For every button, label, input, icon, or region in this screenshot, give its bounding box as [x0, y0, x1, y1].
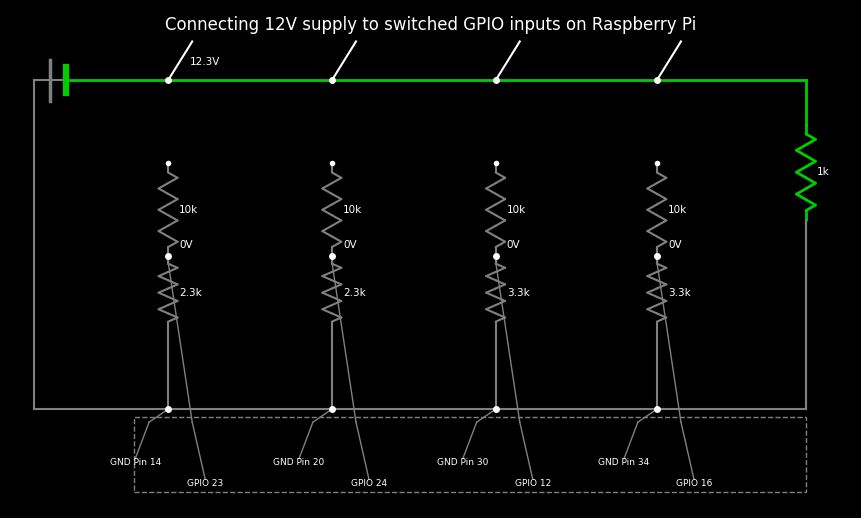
Text: GND Pin 20: GND Pin 20	[273, 458, 325, 467]
Text: 0V: 0V	[179, 240, 193, 250]
Text: GND Pin 30: GND Pin 30	[437, 458, 488, 467]
Text: 0V: 0V	[506, 240, 520, 250]
Text: 10k: 10k	[343, 205, 362, 215]
Text: GPIO 16: GPIO 16	[675, 479, 711, 488]
Text: 10k: 10k	[179, 205, 198, 215]
Text: GND Pin 14: GND Pin 14	[109, 458, 161, 467]
Text: GPIO 12: GPIO 12	[514, 479, 550, 488]
Text: 2.3k: 2.3k	[179, 287, 201, 298]
Text: 3.3k: 3.3k	[667, 287, 690, 298]
Text: 0V: 0V	[343, 240, 356, 250]
Text: 12.3V: 12.3V	[189, 57, 220, 67]
Text: GPIO 23: GPIO 23	[187, 479, 223, 488]
Text: 0V: 0V	[667, 240, 681, 250]
Text: 3.3k: 3.3k	[506, 287, 529, 298]
Text: Connecting 12V supply to switched GPIO inputs on Raspberry Pi: Connecting 12V supply to switched GPIO i…	[165, 16, 696, 34]
Text: 10k: 10k	[506, 205, 525, 215]
Text: 2.3k: 2.3k	[343, 287, 365, 298]
Text: GND Pin 34: GND Pin 34	[598, 458, 649, 467]
Text: 1k: 1k	[815, 167, 828, 177]
Text: 10k: 10k	[667, 205, 686, 215]
Bar	[133, 417, 805, 492]
Text: GPIO 24: GPIO 24	[350, 479, 387, 488]
